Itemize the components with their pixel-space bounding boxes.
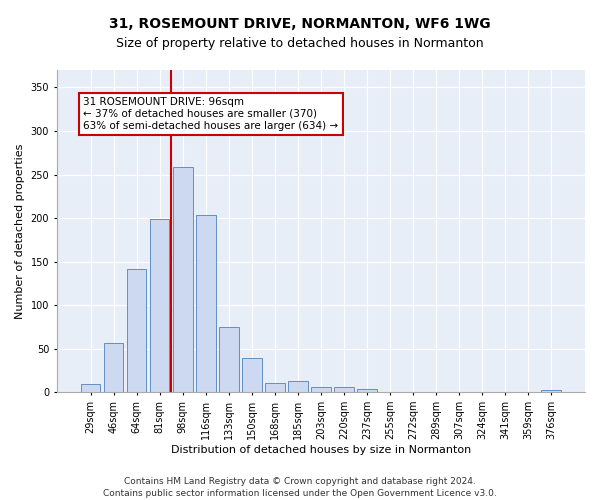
Bar (173, 166, 193, 392)
Bar (265, 382, 284, 392)
Bar (219, 327, 239, 392)
Bar (311, 387, 331, 392)
Bar (334, 387, 354, 392)
Bar (127, 270, 146, 392)
Text: 31, ROSEMOUNT DRIVE, NORMANTON, WF6 1WG: 31, ROSEMOUNT DRIVE, NORMANTON, WF6 1WG (109, 18, 491, 32)
Bar (196, 216, 215, 392)
Bar (357, 389, 377, 392)
Text: Size of property relative to detached houses in Normanton: Size of property relative to detached ho… (116, 38, 484, 51)
Bar (288, 381, 308, 392)
Bar (81, 384, 100, 392)
Y-axis label: Number of detached properties: Number of detached properties (15, 144, 25, 319)
Bar (541, 390, 561, 392)
Text: 31 ROSEMOUNT DRIVE: 96sqm
← 37% of detached houses are smaller (370)
63% of semi: 31 ROSEMOUNT DRIVE: 96sqm ← 37% of detac… (83, 98, 338, 130)
X-axis label: Distribution of detached houses by size in Normanton: Distribution of detached houses by size … (171, 445, 471, 455)
Bar (104, 342, 124, 392)
Bar (242, 358, 262, 392)
Text: Contains HM Land Registry data © Crown copyright and database right 2024.
Contai: Contains HM Land Registry data © Crown c… (103, 476, 497, 498)
Bar (150, 219, 169, 392)
